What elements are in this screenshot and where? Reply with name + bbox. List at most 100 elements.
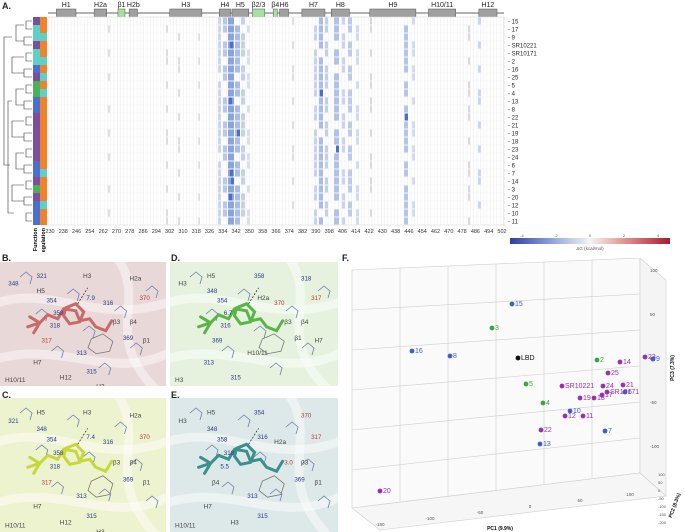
pca-y-tick: 50 <box>650 312 656 317</box>
structure-label: 316 <box>103 439 114 446</box>
row-label-14: - 19 <box>508 132 519 138</box>
colorbar-tick-0: -4 <box>520 233 524 238</box>
x-tick-23: 414 <box>351 229 360 235</box>
pca-point-label-25: 25 <box>611 370 619 377</box>
function-cell <box>33 209 40 217</box>
ribbon-group <box>170 398 338 532</box>
x-tick-19: 382 <box>298 229 307 235</box>
pca-point-6 <box>622 389 628 395</box>
pca-point-3 <box>489 325 495 331</box>
regulation-cell <box>40 201 47 209</box>
pca-point-label-15: 15 <box>515 301 523 308</box>
pca-y-tick: -100 <box>650 444 660 449</box>
structure-label: 369 <box>123 477 134 484</box>
helix-box-4 <box>169 8 203 18</box>
structure-label: 321 <box>8 418 19 425</box>
pca-point-2 <box>594 357 600 363</box>
structure-label: H7 <box>33 360 42 367</box>
pca-point-20 <box>377 488 383 494</box>
structure-label: H10/11 <box>5 377 26 384</box>
regulation-cell <box>40 113 47 121</box>
hbond-line <box>77 287 89 305</box>
regulation-cell <box>40 17 47 25</box>
x-tick-6: 278 <box>125 229 134 235</box>
ligand <box>197 442 285 475</box>
pocket-ring <box>258 333 285 355</box>
function-cell <box>33 97 40 105</box>
colorbar-tick-1: -2 <box>554 233 558 238</box>
regulation-cell <box>40 105 47 113</box>
row-label-20: - 14 <box>508 180 519 186</box>
function-cell <box>33 201 40 209</box>
structure-label: 317 <box>42 337 53 344</box>
structure-panel-e: H3 H5 348 358 354 318 5.5 316 H2a 370 317 3.0 β3 β4 36… <box>170 398 338 532</box>
helix-box-7 <box>251 8 266 18</box>
side-chains <box>189 271 331 376</box>
regulation-cell <box>40 177 47 185</box>
regulation-cell <box>40 137 47 145</box>
x-tick-20: 390 <box>311 229 320 235</box>
ligand <box>26 442 114 475</box>
helix-label-7: β2/3 <box>252 2 266 9</box>
structure-label: 354 <box>46 298 57 305</box>
structure-label: 316 <box>220 323 231 330</box>
regulation-cell <box>40 89 47 97</box>
structure-label: β3 <box>113 459 121 466</box>
structure-label: 315 <box>230 375 241 382</box>
function-cell <box>33 73 40 81</box>
row-label-11: - 8 <box>508 108 516 114</box>
pca-point-label-SR10221: SR10221 <box>565 383 594 390</box>
pca-y-tick: -50 <box>650 400 657 405</box>
pca-point-24 <box>600 383 606 389</box>
colorbar <box>510 238 670 244</box>
pca-point-15 <box>509 301 515 307</box>
helix-label-1: H2a <box>94 2 107 9</box>
row-label-21: - 3 <box>508 188 516 194</box>
structure-label: H7 <box>314 337 323 344</box>
pca-point-label-5: 5 <box>529 381 533 388</box>
x-tick-13: 334 <box>218 229 227 235</box>
structure-label: H3 <box>175 377 184 384</box>
pca-z-tick: 100 <box>658 472 665 477</box>
pca-point-17 <box>599 392 605 398</box>
side-chains <box>189 407 331 509</box>
structure-svg-c: 321 H5 348 354 H3 358 318 7.4 316 H2a 370 β3 β4 317 36… <box>0 398 166 532</box>
side-chains <box>19 271 159 376</box>
row-label-9: - 4 <box>508 92 516 98</box>
row-label-10: - 13 <box>508 100 519 106</box>
structure-label: H3 <box>178 418 187 425</box>
ligand <box>197 302 285 335</box>
pca-point-label-12: 12 <box>568 413 576 420</box>
pca-point-14 <box>617 359 623 365</box>
x-tick-21: 398 <box>325 229 334 235</box>
helix-box-5 <box>219 8 231 18</box>
structure-label: H3 <box>83 273 92 280</box>
x-tick-5: 270 <box>112 229 121 235</box>
row-label-2: - 9 <box>508 36 516 42</box>
structure-label: 315 <box>86 513 97 520</box>
function-cell <box>33 57 40 65</box>
pca-point-10 <box>567 408 573 414</box>
structure-label: 7.4 <box>86 434 95 441</box>
helix-box-8 <box>272 8 278 18</box>
helix-box-12 <box>369 8 417 18</box>
colorbar-tick-4: 4 <box>657 233 660 238</box>
structure-label: 370 <box>139 295 150 302</box>
function-label: Function <box>33 227 39 251</box>
row-label-25: - 11 <box>508 220 519 226</box>
structure-label: 354 <box>217 298 228 305</box>
regulation-cell <box>40 209 47 217</box>
pca-point-SR10221 <box>559 383 565 389</box>
helix-label-11: H8 <box>336 2 345 9</box>
pca-x-tick: 100 <box>626 492 634 497</box>
x-tick-34: 502 <box>497 229 506 235</box>
helix-box-14 <box>478 8 498 18</box>
pca-point-16 <box>409 348 415 354</box>
row-label-1: - 17 <box>508 28 519 34</box>
structure-label: 348 <box>8 280 19 287</box>
structure-label: 369 <box>294 477 305 484</box>
helix-box-1 <box>93 8 107 18</box>
structure-label: β4 <box>301 319 309 326</box>
x-tick-26: 438 <box>391 229 400 235</box>
